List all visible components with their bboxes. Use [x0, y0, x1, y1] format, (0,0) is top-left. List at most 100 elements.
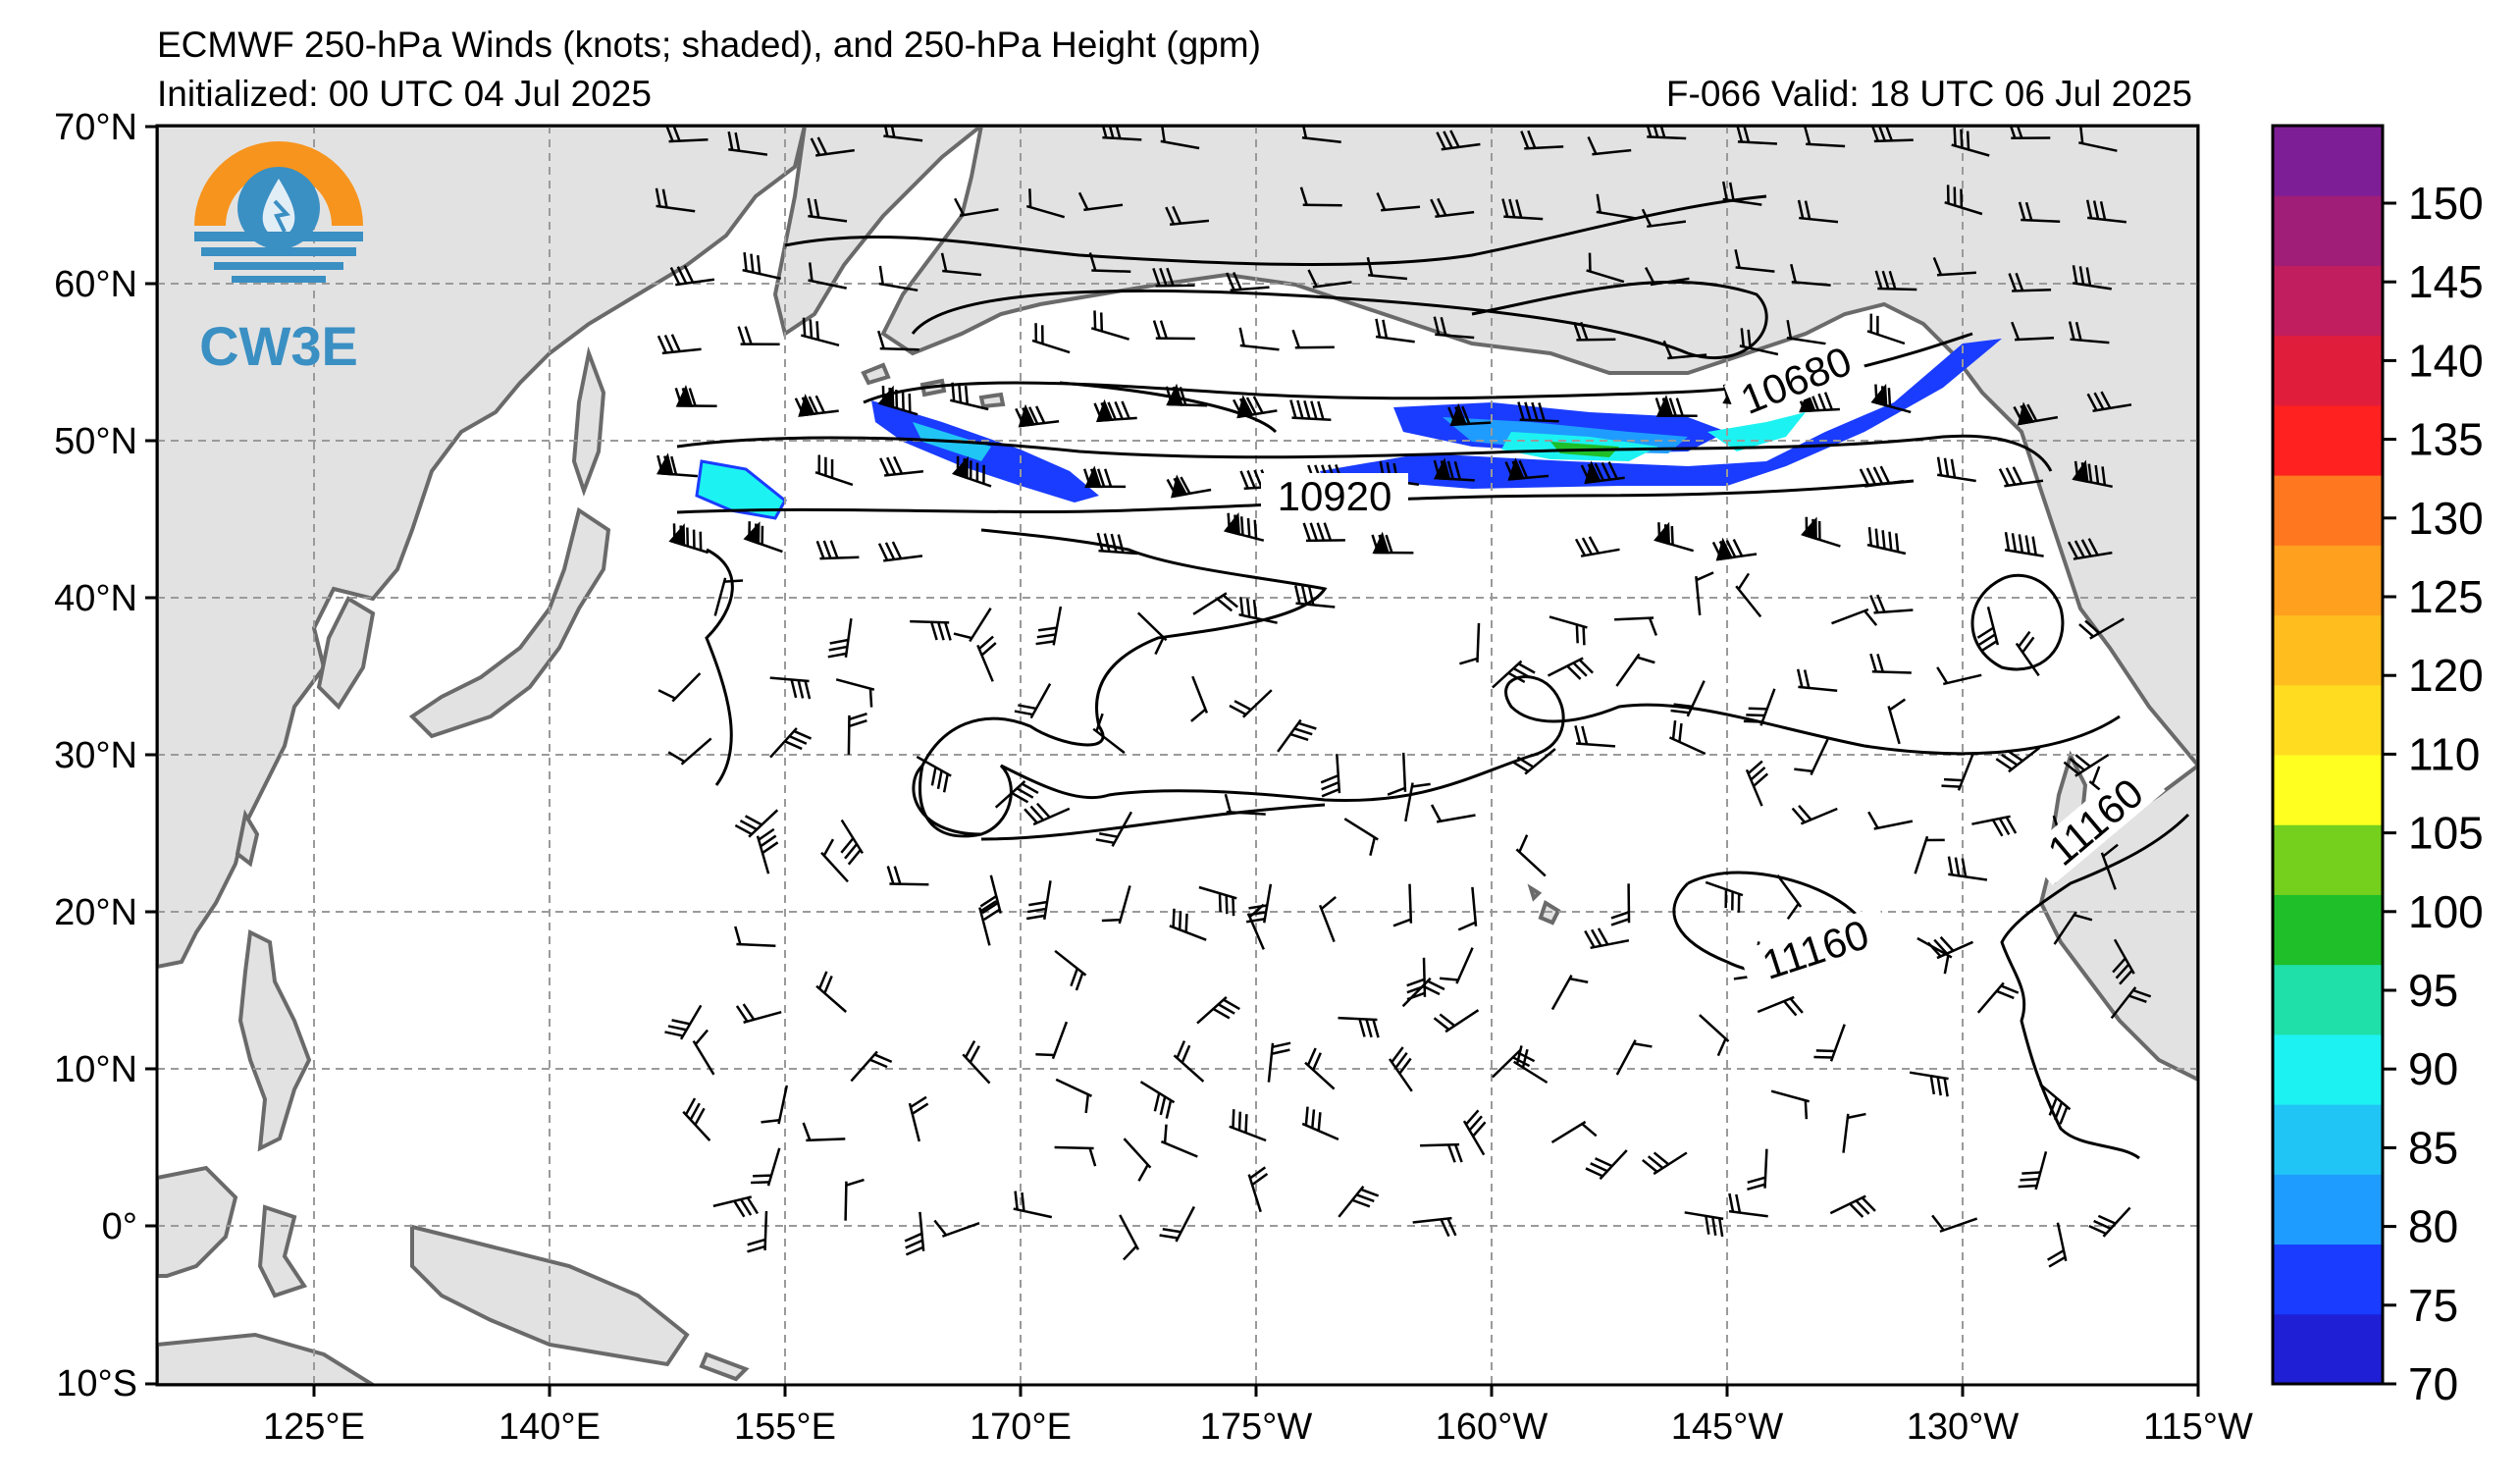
wind-barb [1870, 383, 1912, 414]
wind-barb [1587, 135, 1632, 156]
colorbar-segment [2273, 824, 2383, 895]
wind-barb [1662, 340, 1707, 360]
wind-barb [1291, 329, 1335, 349]
colorbar-label: 130 [2408, 493, 2484, 544]
wind-barb [814, 454, 854, 487]
wind-barb [2008, 126, 2051, 139]
wind-barb [2053, 911, 2093, 945]
wind-barb [994, 780, 1039, 809]
wind-barb [1294, 585, 1336, 609]
wind-barb [1866, 526, 1907, 556]
wind-barbs [655, 126, 2152, 1268]
wind-barb [916, 755, 952, 793]
lat-label: 0° [102, 1206, 137, 1247]
wind-barb [1035, 1021, 1069, 1060]
wind-barb [1436, 130, 1481, 151]
wind-barb [1770, 1089, 1811, 1120]
wind-barb [810, 136, 855, 157]
wind-barb [769, 727, 813, 759]
colorbar-label: 110 [2408, 728, 2480, 779]
wind-barb [1093, 398, 1137, 423]
wind-barb [2004, 531, 2044, 557]
wind-barb [1614, 616, 1658, 636]
wind-barb [1190, 675, 1209, 722]
wind-barb [876, 330, 919, 351]
colorbar-segment [2273, 1174, 2383, 1245]
wind-barb [1584, 927, 1630, 950]
wind-barb [1054, 949, 1087, 991]
kamchatka [772, 126, 985, 338]
wind-barb [1433, 1009, 1480, 1033]
wind-barb [1013, 1191, 1053, 1219]
wind-barb [877, 541, 923, 562]
wind-barb [1077, 191, 1124, 212]
wind-barb [1668, 720, 1706, 756]
wind-barb [1375, 318, 1415, 344]
wind-barb [1430, 804, 1476, 823]
wind-barb [1226, 271, 1270, 292]
wind-barb [908, 1095, 929, 1142]
lat-label: 20°N [54, 892, 137, 933]
wind-barb [1165, 205, 1210, 227]
wind-barb [1610, 883, 1631, 927]
colorbar-label: 100 [2408, 886, 2484, 937]
wind-barb [878, 265, 919, 292]
wind-barb [978, 900, 997, 946]
wind-barb [1101, 885, 1131, 925]
wind-barb [1520, 130, 1564, 150]
wind-barb [1343, 818, 1379, 857]
wind-barb [886, 866, 929, 886]
wind-barb [1695, 571, 1714, 616]
colorbar-segment [2273, 1033, 2383, 1105]
wind-barb [1654, 395, 1698, 418]
wind-barb [1224, 793, 1266, 816]
wind-barb [1976, 981, 2020, 1014]
lon-label: 140°E [499, 1406, 601, 1448]
wind-barb [2067, 538, 2113, 560]
wind-barb [1366, 256, 1408, 281]
lon-label: 145°W [1671, 1406, 1784, 1448]
wind-barb [1550, 1120, 1598, 1143]
wind-barb [734, 926, 776, 948]
wind-barb [1301, 1106, 1339, 1141]
wind-barb [1515, 834, 1547, 877]
wind-barb [1705, 880, 1744, 913]
wind-barb [815, 540, 860, 560]
colorbar-segment [2273, 684, 2383, 756]
colorbar-segment [2273, 404, 2383, 476]
wind-barb [1318, 895, 1337, 943]
wind-barb [1831, 608, 1878, 626]
wind-barb [1711, 537, 1758, 561]
lon-label: 125°E [263, 1406, 365, 1448]
wind-barb [1371, 531, 1414, 555]
wind-barb [1338, 1185, 1380, 1218]
wind-barb [734, 809, 779, 838]
wind-barb [840, 819, 865, 866]
colorbar-segment [2273, 126, 2383, 196]
wind-barb [1547, 657, 1594, 680]
philippines [237, 928, 312, 1152]
wind-barb [1404, 782, 1431, 822]
wind-barb [1152, 267, 1195, 288]
wind-barb [2078, 126, 2118, 152]
wind-barb [1931, 1214, 1978, 1233]
wind-barb [682, 1097, 711, 1141]
wind-barb [1926, 935, 1974, 960]
wind-barb [794, 394, 839, 417]
colorbar-label: 85 [2408, 1122, 2458, 1173]
colorbar-segment [2273, 545, 2383, 616]
wind-barb [1869, 594, 1914, 614]
colorbar-label: 145 [2408, 256, 2484, 307]
wind-barb [1024, 802, 1071, 826]
wind-barb [1387, 752, 1407, 796]
colorbar-label: 105 [2408, 808, 2484, 859]
wind-barb [1401, 977, 1445, 1008]
wind-barb [1232, 395, 1278, 419]
colorbar-segment [2273, 1104, 2383, 1175]
wind-barb [1615, 653, 1655, 687]
wind-barb [801, 317, 840, 347]
lon-label: 115°W [2143, 1406, 2253, 1448]
wind-barb [1734, 248, 1775, 273]
wind-barb [1944, 185, 1983, 216]
wind-barb [1869, 653, 1912, 674]
